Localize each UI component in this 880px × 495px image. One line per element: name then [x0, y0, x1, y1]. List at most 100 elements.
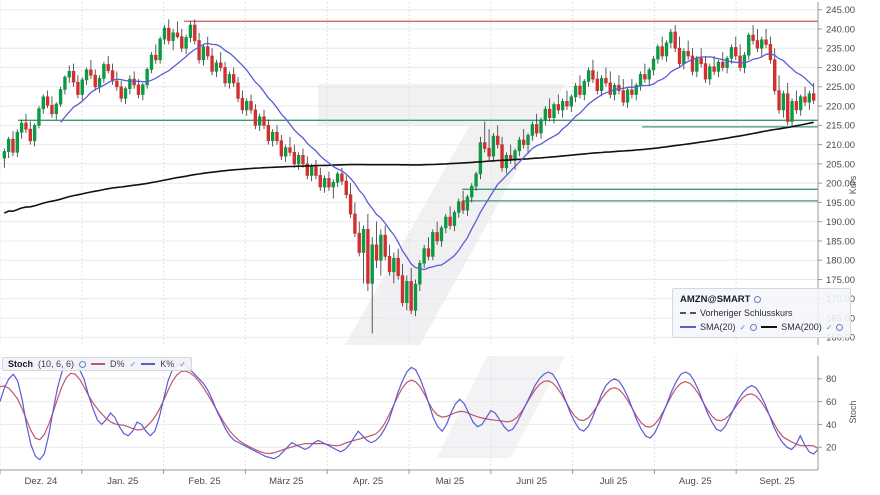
- candlestick: [504, 155, 509, 169]
- check-icon[interactable]: ✓: [129, 359, 137, 369]
- x-tick-label: Feb. 25: [188, 476, 220, 487]
- candlestick: [448, 216, 452, 226]
- candlestick: [370, 244, 374, 284]
- candlestick: [279, 140, 284, 157]
- gear-icon[interactable]: [754, 295, 762, 303]
- k-percent-swatch: [141, 363, 156, 365]
- candlestick: [93, 74, 97, 88]
- gear-icon[interactable]: [750, 323, 758, 331]
- candlestick: [777, 90, 781, 111]
- candlestick: [275, 131, 279, 142]
- candlestick: [136, 84, 141, 95]
- candlestick: [184, 37, 188, 49]
- candlestick: [171, 32, 175, 41]
- candlestick: [76, 81, 80, 95]
- candlestick: [193, 24, 197, 41]
- check-icon[interactable]: ✓: [739, 322, 747, 332]
- candlestick: [807, 93, 812, 103]
- legend-symbol-row[interactable]: AMZN@SMART: [680, 292, 843, 306]
- candlestick: [773, 59, 777, 91]
- gear-icon[interactable]: [79, 360, 87, 368]
- candlestick: [573, 85, 578, 98]
- candlestick: [630, 89, 634, 95]
- price-tick-label: 235.00: [826, 44, 855, 55]
- price-tick-label: 205.00: [826, 159, 855, 170]
- candlestick: [656, 46, 660, 60]
- gear-icon[interactable]: [836, 323, 844, 331]
- candlestick: [470, 185, 474, 198]
- legend-sma-row[interactable]: SMA(20) ✓ SMA(200) ✓: [680, 320, 844, 334]
- candlestick: [379, 234, 383, 261]
- legend-prevclose-row[interactable]: Vorheriger Schlusskurs: [680, 306, 843, 320]
- candlestick: [513, 150, 517, 161]
- candlestick: [595, 78, 599, 91]
- x-tick-label: Jan. 25: [107, 476, 138, 487]
- price-tick-label: 210.00: [826, 140, 855, 151]
- candlestick: [543, 108, 548, 121]
- price-tick-label: 160.00: [826, 333, 855, 344]
- candlestick: [552, 104, 556, 118]
- candlestick: [647, 69, 651, 80]
- candlestick: [6, 138, 11, 152]
- candlestick: [348, 194, 353, 215]
- candlestick: [747, 34, 751, 56]
- candlestick: [768, 44, 773, 61]
- candlestick: [266, 124, 271, 142]
- candlestick: [28, 128, 32, 142]
- x-tick-label: Dez. 24: [25, 476, 58, 487]
- stoch-axis-title: Stoch: [848, 400, 858, 423]
- candlestick: [257, 116, 262, 126]
- candlestick: [400, 275, 405, 303]
- price-tick-label: 200.00: [826, 179, 855, 190]
- candlestick: [145, 69, 149, 86]
- candlestick: [383, 234, 387, 257]
- candlestick: [539, 119, 543, 134]
- price-tick-label: 240.00: [826, 24, 855, 35]
- sma20-line: [60, 42, 815, 271]
- candlestick: [305, 163, 309, 176]
- candlestick-series[interactable]: [2, 19, 816, 334]
- candlestick: [409, 281, 413, 311]
- candlestick: [58, 89, 63, 105]
- x-tick-label: Mai 25: [436, 476, 465, 487]
- x-tick-label: Sept. 25: [759, 476, 794, 487]
- candlestick: [119, 86, 123, 99]
- candlestick: [547, 108, 552, 118]
- sma200-line: [3, 121, 814, 214]
- prev-close-swatch: [680, 312, 696, 314]
- stoch-series: [0, 362, 818, 461]
- candlestick: [45, 96, 50, 106]
- price-tick-label: 185.00: [826, 236, 855, 247]
- candlestick: [309, 166, 314, 176]
- candlestick: [695, 57, 699, 72]
- candlestick: [353, 213, 357, 234]
- price-y-axis: 245.00 240.00 235.00 230.00 225.00 220.00 215.…: [818, 5, 855, 344]
- candlestick: [106, 64, 110, 71]
- candlestick: [500, 144, 504, 169]
- chart-legend[interactable]: AMZN@SMART Vorheriger Schlusskurs SMA(20…: [672, 288, 852, 338]
- price-tick-label: 220.00: [826, 101, 855, 112]
- check-icon[interactable]: ✓: [825, 322, 833, 332]
- candlestick: [37, 108, 41, 126]
- stoch-title: Stoch: [8, 359, 34, 369]
- candlestick: [292, 151, 296, 165]
- candlestick: [712, 66, 716, 72]
- candlestick: [180, 36, 184, 49]
- candlestick: [392, 257, 396, 273]
- candlestick: [634, 84, 638, 95]
- legend-sma20-label: SMA(20): [700, 322, 736, 332]
- candlestick: [439, 227, 444, 242]
- candlestick: [660, 46, 664, 57]
- candlestick: [811, 93, 816, 101]
- candlestick: [738, 55, 742, 68]
- x-tick-label: Aug. 25: [679, 476, 712, 487]
- candlestick: [50, 104, 54, 115]
- candlestick: [270, 131, 275, 142]
- stoch-legend[interactable]: Stoch (10, 6, 6) D% ✓ K% ✓: [2, 357, 192, 371]
- candlestick: [19, 122, 24, 133]
- candlestick: [67, 71, 71, 78]
- candlestick: [487, 148, 491, 157]
- check-icon[interactable]: ✓: [179, 359, 186, 369]
- candlestick: [491, 135, 496, 157]
